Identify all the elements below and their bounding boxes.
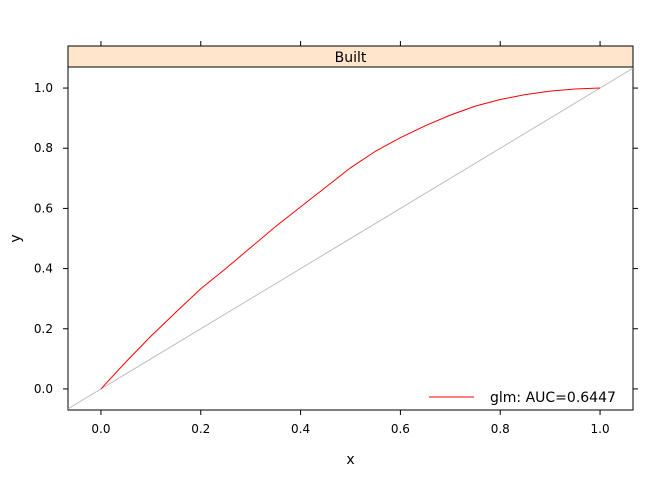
axes: 0.0 0.2 0.4 0.6 0.8 1.0 0.0 0.2 0.4 0.6 0.8 1.0 xyxy=(34,41,638,436)
x-tick-label: 0.6 xyxy=(391,422,410,436)
x-tick-label: 0.8 xyxy=(491,422,510,436)
y-tick-label: 0.8 xyxy=(34,141,53,155)
reference-diagonal-line xyxy=(68,67,633,410)
y-tick-label: 0.0 xyxy=(34,382,53,396)
x-tick-label: 1.0 xyxy=(591,422,610,436)
plot-frame xyxy=(67,66,634,411)
y-tick-label: 0.6 xyxy=(34,201,53,215)
x-axis-title: x xyxy=(346,452,354,468)
y-tick-label: 0.4 xyxy=(34,262,53,276)
strip-label: Built xyxy=(335,50,367,66)
plot-area xyxy=(68,67,633,410)
x-tick-label: 0.4 xyxy=(291,422,310,436)
legend: glm: AUC=0.6447 xyxy=(429,390,616,406)
legend-label-0: glm: AUC=0.6447 xyxy=(490,390,616,406)
y-tick-label: 1.0 xyxy=(34,81,53,95)
series-line-0 xyxy=(100,87,601,390)
x-tick-label: 0.2 xyxy=(191,422,210,436)
y-tick-label: 0.2 xyxy=(34,322,53,336)
x-tick-label: 0.0 xyxy=(91,422,110,436)
y-axis-title: y xyxy=(8,234,24,242)
